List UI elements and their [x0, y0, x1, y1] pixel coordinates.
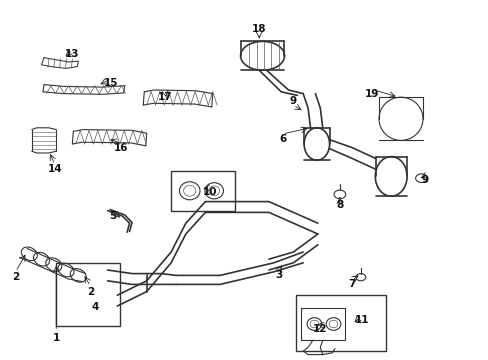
- Text: 1: 1: [53, 333, 60, 343]
- Text: 10: 10: [203, 186, 217, 197]
- Bar: [171, 171, 234, 211]
- Text: 9: 9: [289, 96, 296, 106]
- Text: 12: 12: [312, 324, 327, 334]
- Bar: [56, 263, 120, 326]
- Bar: [295, 295, 386, 351]
- Text: 15: 15: [104, 78, 119, 88]
- Bar: [300, 308, 344, 340]
- Text: 4: 4: [91, 302, 99, 312]
- Text: 19: 19: [364, 89, 378, 99]
- Text: 14: 14: [47, 164, 62, 174]
- Text: 7: 7: [347, 279, 355, 289]
- Text: 8: 8: [336, 200, 343, 210]
- Text: 9: 9: [421, 175, 428, 185]
- Text: 5: 5: [109, 211, 116, 221]
- Text: 6: 6: [279, 134, 285, 144]
- Text: 16: 16: [114, 143, 128, 153]
- Text: 18: 18: [251, 24, 266, 34]
- Text: 3: 3: [275, 270, 282, 280]
- Text: 2: 2: [12, 272, 19, 282]
- Text: 11: 11: [354, 315, 368, 325]
- Text: 17: 17: [158, 92, 172, 102]
- Text: 2: 2: [87, 287, 94, 297]
- Text: 13: 13: [65, 49, 80, 59]
